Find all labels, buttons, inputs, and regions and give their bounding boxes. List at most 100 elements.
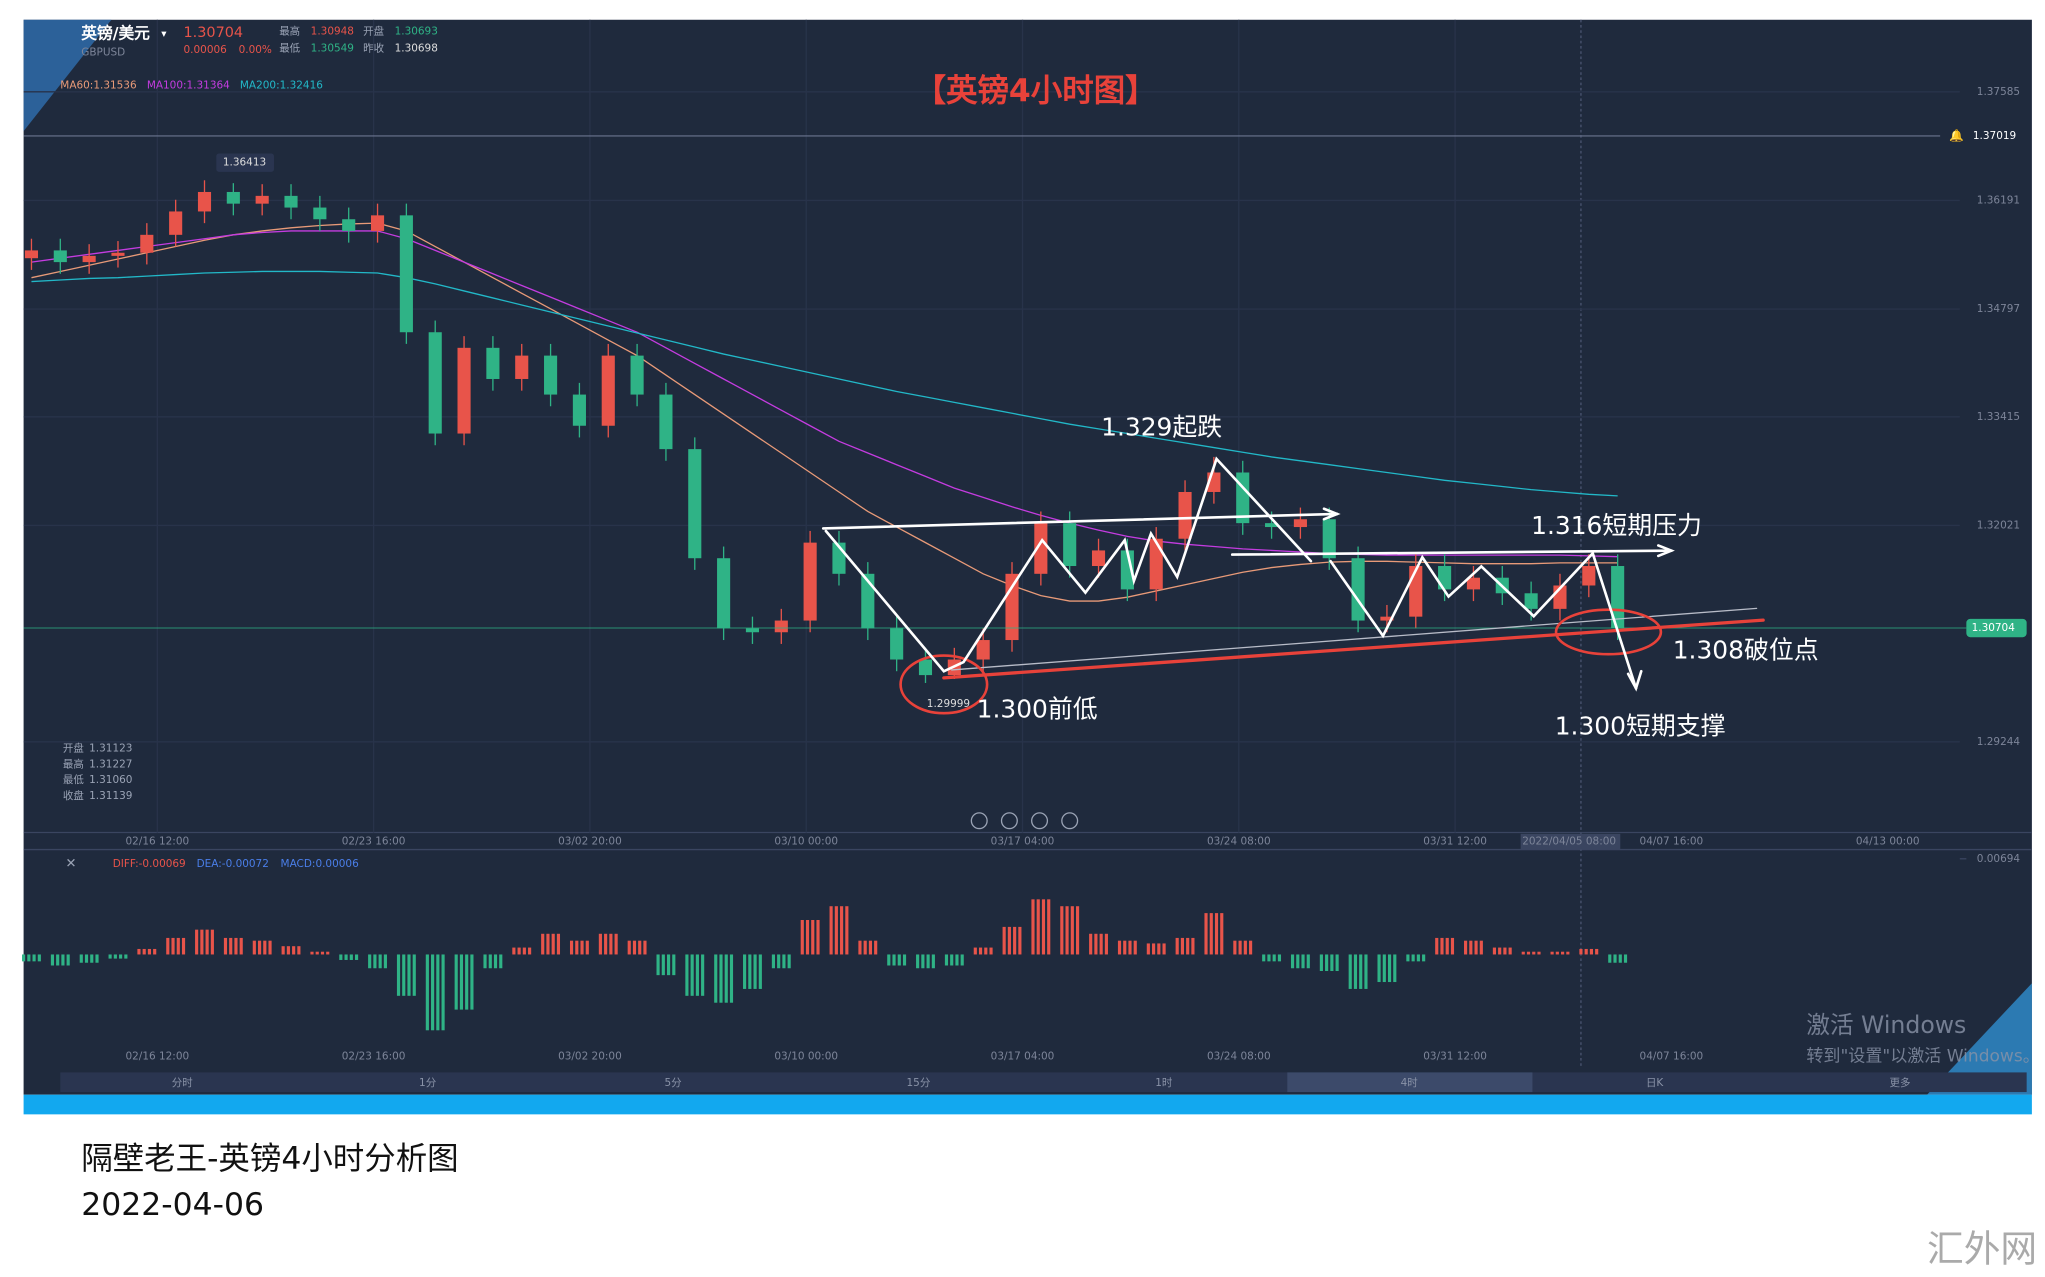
macd-bar [368,954,372,969]
candle-body [1524,593,1538,609]
x-tick-label: 04/07 16:00 [1640,836,1704,848]
macd-bar [1060,906,1064,955]
analysis-drawings [821,456,1765,715]
macd-bar [454,954,458,1010]
stat-label: 昨收 [363,42,384,55]
navigation-buttons [970,812,1079,830]
macd-bar [1301,954,1305,969]
candle-body [313,207,327,220]
candle-body [1034,523,1048,574]
macd-bar [1296,954,1300,969]
macd-bar [396,954,401,996]
circle-marker [899,654,989,715]
change: 0.00006 [184,44,227,56]
macd-bar [1348,954,1352,989]
candle-body [1582,566,1596,586]
macd-bar [1233,940,1237,955]
macd-bar [61,954,65,966]
y-tick-label: 1.32021 [1977,519,2020,531]
macd-bar [153,948,157,955]
macd-bar [252,940,256,955]
close-icon[interactable]: ✕ [66,856,77,871]
macd-bar [402,954,406,996]
macd-bar [834,906,838,955]
macd-bar [1007,926,1011,955]
macd-bar [522,947,526,955]
timeframe-button[interactable]: 更多 [1890,1076,1911,1089]
low-label: 1.29999 [927,698,970,710]
candle-body [342,219,356,231]
macd-bar [614,933,618,955]
dropdown-icon[interactable]: ▾ [161,28,167,40]
macd-bar [1382,954,1386,983]
ohlc-label: 开盘 [63,742,84,755]
macd-bar [604,933,608,955]
macd-bar [1262,954,1266,962]
zoom-in[interactable] [1061,812,1079,830]
scroll-start[interactable] [1000,812,1018,830]
macd-bar [1238,940,1242,955]
timeframe-button[interactable]: 日K [1646,1077,1664,1089]
candle-body [1466,577,1481,590]
timeframe-button[interactable]: 15分 [907,1077,931,1089]
macd-bar [805,920,810,955]
candle-body [774,620,788,633]
price: 1.30704 [184,25,244,41]
scroll-end[interactable] [1031,812,1049,830]
macd-bar [556,933,561,955]
macd-bar [1445,937,1449,955]
macd-bar [887,954,891,966]
timeframe-button[interactable]: 5分 [664,1077,682,1089]
candle-body [1351,558,1365,621]
x-tick-label: 2022/04/05 08:00 [1522,836,1616,848]
trendline [951,607,1758,671]
macd-bar [119,954,123,959]
macd-bar [551,933,555,955]
macd-bar [483,954,487,969]
macd-bar [656,954,660,976]
stat-label: 最高 [279,25,300,38]
candle-body [255,195,269,204]
timeframe-button[interactable]: 1时 [1155,1077,1173,1089]
macd-bar [897,954,901,966]
macd-bar [1267,954,1271,962]
timeframe-button[interactable]: 1分 [419,1077,437,1089]
candle-body [1120,550,1134,590]
macd-legend: DEA:-0.00072 [197,858,269,870]
high-tag [216,153,274,172]
macd-bar [315,951,319,955]
macd-bar [575,940,579,955]
timeframe-button[interactable]: 分时 [172,1077,193,1089]
macd-bar [441,954,445,1031]
zoom-out[interactable] [970,812,988,830]
macd-bar [344,954,348,960]
macd-bar [79,954,83,963]
alert-icon[interactable]: 🔔 [1949,128,1964,142]
macd-bar [845,906,849,955]
macd-bar [1272,954,1276,962]
macd-bar [113,954,117,959]
macd-bar [1214,913,1219,955]
candle-body [1380,616,1394,621]
timeframe-button[interactable]: 4时 [1401,1077,1419,1089]
macd-bar [488,954,492,969]
macd-bar [234,937,238,955]
macd-bar [868,940,873,955]
last-price-tag [1966,618,2027,638]
candle-body [515,355,529,379]
candle-body [1063,523,1077,567]
macd-bar [1209,913,1213,955]
macd-bar [108,954,112,959]
x-tick-label: 02/16 12:00 [125,836,189,848]
macd-bar [200,929,204,955]
macd-bar [1555,951,1559,955]
candle-body [53,250,67,263]
macd-bar [1243,940,1247,955]
x-tick-label: 03/10 00:00 [774,1051,838,1063]
macd-bar [1186,937,1190,955]
macd-bar [1290,954,1295,969]
macd-bar [1036,899,1040,955]
candle-body [169,211,183,235]
ohlc-label: 收盘 [63,789,84,802]
macd-bar [431,954,435,1031]
